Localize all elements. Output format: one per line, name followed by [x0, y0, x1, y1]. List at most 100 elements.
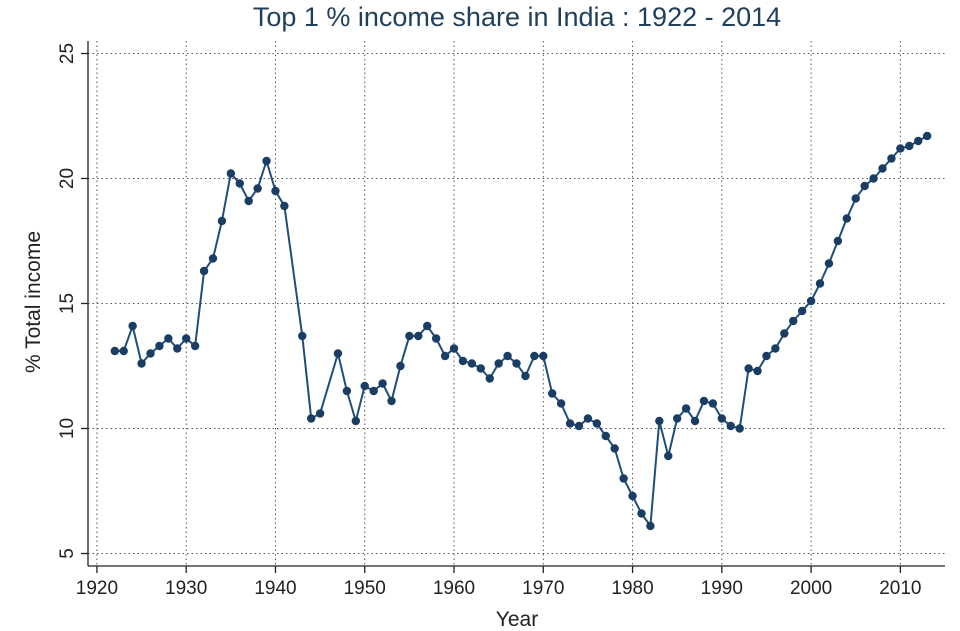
data-point	[681, 404, 691, 413]
data-point	[610, 444, 619, 453]
data-point	[271, 186, 280, 196]
data-point	[717, 414, 727, 423]
data-point	[628, 491, 637, 501]
data-point	[583, 414, 593, 423]
points-layer	[110, 131, 932, 531]
x-tick-label: 2010	[879, 578, 921, 599]
data-point	[914, 136, 923, 146]
data-point	[789, 316, 798, 326]
data-point	[824, 259, 834, 268]
x-tick-label: 2000	[790, 578, 832, 599]
data-point	[512, 359, 521, 368]
data-point	[190, 341, 200, 351]
data-point	[539, 351, 548, 361]
data-point	[262, 156, 271, 166]
data-point	[646, 521, 655, 531]
data-point	[735, 424, 744, 433]
data-point	[351, 416, 361, 426]
data-point	[369, 386, 378, 396]
x-tick-label: 1980	[611, 578, 653, 599]
y-tick-label: 5	[57, 548, 78, 559]
data-point	[753, 366, 762, 376]
data-point	[405, 331, 414, 341]
data-point	[878, 164, 887, 173]
data-point	[128, 321, 137, 331]
grid	[88, 41, 945, 566]
data-point	[780, 329, 789, 338]
data-point	[869, 174, 878, 183]
data-point	[494, 359, 503, 368]
data-point	[655, 416, 664, 426]
data-point	[592, 419, 602, 428]
data-point	[548, 389, 557, 398]
data-point	[896, 144, 905, 153]
data-point	[833, 236, 843, 246]
data-point	[458, 356, 468, 366]
x-axis-label: Year	[496, 608, 538, 631]
data-point	[771, 344, 780, 353]
x-tick-label: 1920	[76, 578, 118, 599]
y-axis-ticks: 5 10 15 20 25	[57, 43, 88, 559]
data-point	[414, 331, 423, 341]
data-point	[137, 359, 146, 368]
y-tick-label: 10	[57, 418, 78, 439]
data-point	[690, 416, 700, 426]
data-point	[226, 169, 236, 178]
data-point	[244, 196, 253, 206]
data-point	[699, 396, 709, 406]
data-point	[164, 334, 173, 343]
data-point	[637, 509, 646, 518]
series-layer	[114, 135, 928, 529]
data-point	[208, 254, 218, 263]
data-point	[298, 331, 307, 341]
x-tick-label: 1970	[522, 578, 564, 599]
data-point	[235, 179, 244, 188]
data-point	[440, 351, 450, 361]
y-tick-label: 15	[57, 293, 78, 314]
chart-title: Top 1 % income share in India : 1922 - 2…	[253, 2, 781, 32]
data-point	[565, 419, 575, 428]
data-point	[217, 216, 227, 226]
data-point	[762, 351, 771, 361]
x-tick-label: 1940	[254, 578, 296, 599]
data-point	[744, 364, 753, 373]
data-point	[396, 361, 405, 371]
data-point	[342, 386, 352, 396]
data-point	[467, 359, 477, 368]
data-point	[423, 321, 432, 331]
series-line	[114, 135, 928, 529]
y-tick-label: 20	[57, 168, 78, 189]
data-point	[181, 334, 191, 343]
y-tick-label: 25	[57, 43, 78, 64]
x-axis-ticks: 1920 1930 1940 1950 1960 1970 1980 1990 2000 2010	[76, 566, 922, 599]
data-point	[110, 346, 119, 356]
data-point	[253, 184, 262, 193]
data-point	[503, 351, 512, 361]
data-point	[155, 341, 164, 351]
data-point	[672, 414, 682, 423]
data-point	[708, 399, 718, 408]
data-point	[485, 374, 494, 383]
x-tick-label: 1990	[701, 578, 743, 599]
data-point	[842, 214, 852, 223]
data-point	[146, 349, 155, 358]
data-point	[387, 396, 396, 406]
data-point	[860, 181, 869, 191]
x-tick-label: 1960	[433, 578, 475, 599]
data-point	[431, 334, 441, 343]
data-point	[521, 371, 530, 381]
data-point	[530, 351, 539, 361]
data-point	[905, 141, 914, 151]
data-point	[806, 296, 816, 306]
data-point	[280, 201, 289, 211]
data-point	[476, 364, 485, 373]
data-point	[119, 346, 128, 356]
x-tick-label: 1930	[165, 578, 207, 599]
data-point	[378, 379, 387, 388]
data-point	[619, 474, 628, 483]
data-point	[574, 421, 584, 431]
y-axis-label: % Total income	[22, 231, 45, 373]
x-tick-label: 1950	[344, 578, 386, 599]
